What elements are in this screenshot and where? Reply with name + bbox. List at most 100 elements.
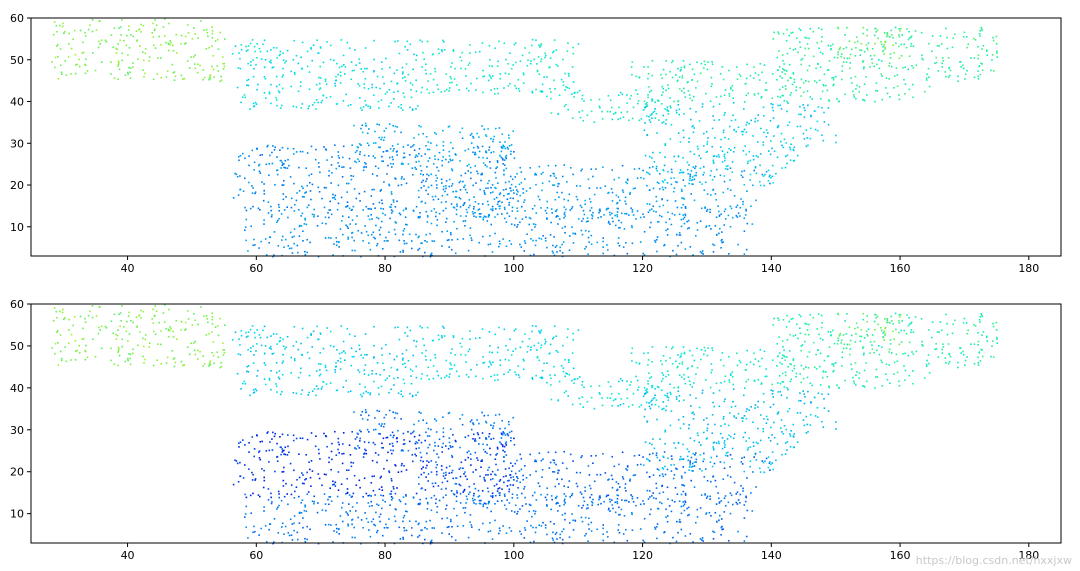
data-point xyxy=(575,471,578,474)
data-point xyxy=(927,67,930,70)
data-point xyxy=(136,40,138,42)
data-point xyxy=(670,455,673,457)
data-point xyxy=(596,473,598,476)
data-point xyxy=(173,71,176,73)
data-point xyxy=(646,471,648,474)
data-point xyxy=(731,85,734,87)
data-point xyxy=(374,494,376,496)
data-point xyxy=(670,168,673,171)
data-point xyxy=(173,79,176,81)
data-point xyxy=(441,230,443,233)
data-point xyxy=(644,106,646,109)
data-point xyxy=(311,183,314,186)
data-point xyxy=(289,231,292,234)
data-point xyxy=(632,501,635,503)
data-point xyxy=(437,374,440,377)
data-point xyxy=(674,487,677,489)
data-point xyxy=(500,432,503,435)
data-point xyxy=(203,76,206,79)
data-point xyxy=(358,429,361,432)
data-point xyxy=(452,190,454,193)
data-point xyxy=(849,62,852,64)
data-point xyxy=(709,211,711,214)
data-point xyxy=(167,43,170,45)
data-point xyxy=(510,183,513,186)
data-point xyxy=(267,144,269,147)
data-point xyxy=(600,502,602,505)
data-point xyxy=(485,187,487,190)
data-point xyxy=(459,492,462,495)
data-point xyxy=(489,362,492,364)
data-point xyxy=(376,123,378,125)
data-point xyxy=(365,205,368,208)
data-point xyxy=(519,166,521,169)
data-point xyxy=(572,52,575,55)
data-point xyxy=(655,482,657,485)
data-point xyxy=(528,338,531,340)
data-point xyxy=(593,193,596,196)
data-point xyxy=(508,490,510,493)
data-point xyxy=(705,225,708,227)
data-point xyxy=(128,25,130,28)
data-point xyxy=(286,167,289,169)
data-point xyxy=(660,389,663,391)
data-point xyxy=(712,251,715,253)
data-point xyxy=(871,48,874,50)
data-point xyxy=(381,489,384,491)
data-point xyxy=(653,110,656,113)
data-point xyxy=(56,30,58,33)
data-point xyxy=(646,203,649,205)
data-point xyxy=(700,494,703,496)
data-point xyxy=(430,173,433,176)
data-point xyxy=(284,446,287,449)
data-point xyxy=(380,486,383,488)
data-point xyxy=(315,99,318,101)
data-point xyxy=(564,225,566,228)
data-point xyxy=(321,484,323,487)
data-point xyxy=(962,67,965,70)
data-point xyxy=(617,405,619,407)
data-point xyxy=(643,541,646,543)
data-point xyxy=(642,169,644,172)
data-point xyxy=(587,253,589,255)
data-point xyxy=(752,158,755,161)
data-point xyxy=(441,182,443,184)
data-point xyxy=(400,393,402,396)
data-point xyxy=(503,456,505,458)
data-point xyxy=(617,494,619,497)
data-point xyxy=(765,82,767,84)
data-point xyxy=(693,486,696,488)
data-point xyxy=(402,249,404,252)
data-point xyxy=(652,151,654,154)
data-point xyxy=(424,355,427,358)
data-point xyxy=(501,213,503,215)
data-point xyxy=(337,437,340,440)
data-point xyxy=(661,94,663,96)
data-point xyxy=(356,502,358,504)
data-point xyxy=(57,78,60,80)
data-point xyxy=(730,149,732,151)
data-point xyxy=(278,504,280,507)
data-point xyxy=(358,62,361,64)
data-point xyxy=(320,388,323,390)
data-point xyxy=(263,183,265,185)
data-point xyxy=(509,369,511,371)
data-point xyxy=(620,221,623,224)
data-point xyxy=(441,245,443,247)
data-point xyxy=(295,486,298,488)
data-point xyxy=(435,498,437,500)
data-point xyxy=(550,508,552,511)
data-point xyxy=(500,156,503,159)
data-point xyxy=(67,56,70,58)
data-point xyxy=(368,218,371,221)
data-point xyxy=(709,100,712,102)
data-point xyxy=(659,151,661,154)
data-point xyxy=(530,346,532,349)
data-point xyxy=(644,103,647,105)
data-point xyxy=(342,432,345,434)
data-point xyxy=(550,377,552,380)
data-point xyxy=(587,178,590,181)
data-point xyxy=(743,517,746,519)
data-point xyxy=(583,213,586,216)
data-point xyxy=(615,481,618,483)
